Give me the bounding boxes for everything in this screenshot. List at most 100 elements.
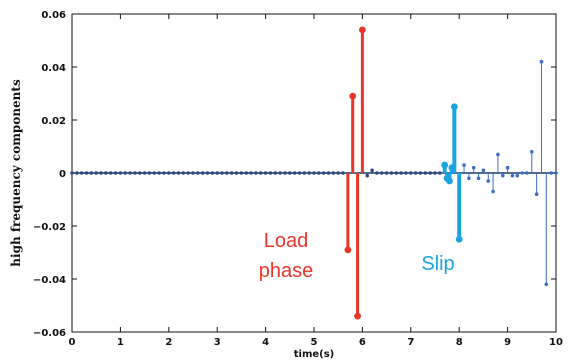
- stem-marker: [147, 171, 152, 175]
- stem-marker: [94, 171, 98, 175]
- stem-marker: [225, 171, 229, 175]
- stem-marker: [525, 171, 529, 175]
- y-tick-label: −0.04: [33, 275, 66, 286]
- stem-marker: [359, 26, 366, 34]
- stem-marker: [191, 171, 195, 175]
- stem-marker: [263, 171, 268, 175]
- stem-marker: [441, 161, 449, 169]
- stem-marker: [349, 92, 357, 100]
- stem-marker: [220, 171, 224, 175]
- stem-marker: [123, 171, 128, 175]
- stem-marker: [118, 171, 123, 175]
- stem-marker: [370, 168, 374, 173]
- stem-marker: [70, 171, 74, 175]
- stem-marker: [321, 171, 326, 175]
- stem-marker: [104, 171, 108, 175]
- stem-marker: [113, 171, 118, 175]
- y-tick-label: 0.02: [41, 116, 66, 127]
- stem-marker: [171, 171, 176, 175]
- stem-marker: [326, 171, 331, 175]
- x-tick-label: 3: [214, 337, 221, 348]
- stem-marker: [302, 171, 307, 175]
- stem-marker: [89, 171, 94, 175]
- stem-marker: [79, 171, 84, 175]
- stem-marker: [554, 171, 558, 175]
- stem-marker: [481, 168, 486, 173]
- stem-marker: [428, 171, 432, 175]
- stem-marker: [331, 171, 336, 175]
- stem-marker: [181, 171, 186, 175]
- stem-marker: [544, 282, 549, 287]
- x-tick-label: 5: [311, 337, 318, 348]
- x-tick-label: 7: [407, 337, 414, 348]
- stem-marker: [176, 171, 181, 175]
- x-tick-label: 1: [117, 337, 124, 348]
- stem-marker: [215, 171, 219, 175]
- stem-marker: [137, 171, 142, 175]
- stem-marker: [99, 171, 103, 175]
- stem-marker: [249, 171, 253, 175]
- stem-marker: [476, 176, 481, 181]
- stem-marker: [462, 163, 466, 167]
- stems: [70, 26, 558, 320]
- stem-marker: [534, 192, 539, 196]
- stem-marker: [394, 171, 399, 175]
- stem-marker: [196, 171, 200, 175]
- stem-marker: [389, 171, 394, 175]
- stem-marker: [244, 171, 249, 175]
- stem-marker: [399, 171, 403, 175]
- stem-marker: [530, 150, 534, 154]
- stem-marker: [467, 176, 471, 181]
- stem-marker: [455, 235, 463, 243]
- stem-marker: [549, 171, 553, 175]
- stem-marker: [167, 171, 171, 175]
- stem-marker: [75, 171, 79, 175]
- stem-marker: [409, 171, 413, 175]
- stem-marker: [375, 171, 379, 175]
- stem-marker: [384, 171, 389, 175]
- stem-marker: [500, 173, 505, 178]
- stem-marker: [142, 171, 147, 175]
- stem-marker: [239, 171, 244, 175]
- stem-marker: [344, 246, 352, 254]
- x-tick-label: 8: [456, 337, 463, 348]
- stem-marker: [278, 171, 282, 175]
- stem-marker: [423, 171, 428, 175]
- y-tick-label: 0.04: [41, 63, 66, 74]
- stem-marker: [450, 103, 458, 111]
- y-tick-label: −0.06: [33, 328, 66, 339]
- stem-marker: [200, 171, 205, 175]
- stem-marker: [157, 171, 161, 175]
- y-tick-label: 0.06: [41, 10, 66, 21]
- stem-marker: [505, 165, 510, 170]
- stem-marker: [486, 179, 491, 183]
- stem-marker: [205, 171, 210, 175]
- stem-marker: [520, 171, 524, 175]
- stem-marker: [288, 171, 292, 175]
- stem-marker: [210, 171, 215, 175]
- stem-marker: [307, 171, 311, 175]
- stem-marker: [312, 171, 316, 175]
- stem-marker: [152, 171, 157, 175]
- x-tick-label: 9: [504, 337, 511, 348]
- stem-marker: [254, 171, 258, 175]
- stem-marker: [413, 171, 418, 175]
- annotation-label: Load: [264, 230, 309, 252]
- x-axis-title: time(s): [294, 349, 335, 360]
- annotation-label: phase: [259, 260, 314, 282]
- stem-marker: [471, 165, 476, 170]
- stem-marker: [133, 171, 137, 175]
- stem-marker: [268, 171, 273, 175]
- stem-marker: [229, 171, 234, 175]
- stem-marker: [317, 171, 321, 175]
- stem-marker: [84, 171, 89, 175]
- y-axis-title: high frequency components: [9, 79, 23, 267]
- y-tick-label: −0.02: [33, 222, 66, 233]
- stem-marker: [496, 152, 500, 157]
- x-tick-label: 0: [69, 337, 76, 348]
- stem-marker: [162, 171, 166, 175]
- stem-marker: [283, 171, 287, 175]
- stem-marker: [186, 171, 190, 175]
- stem-marker: [108, 171, 113, 175]
